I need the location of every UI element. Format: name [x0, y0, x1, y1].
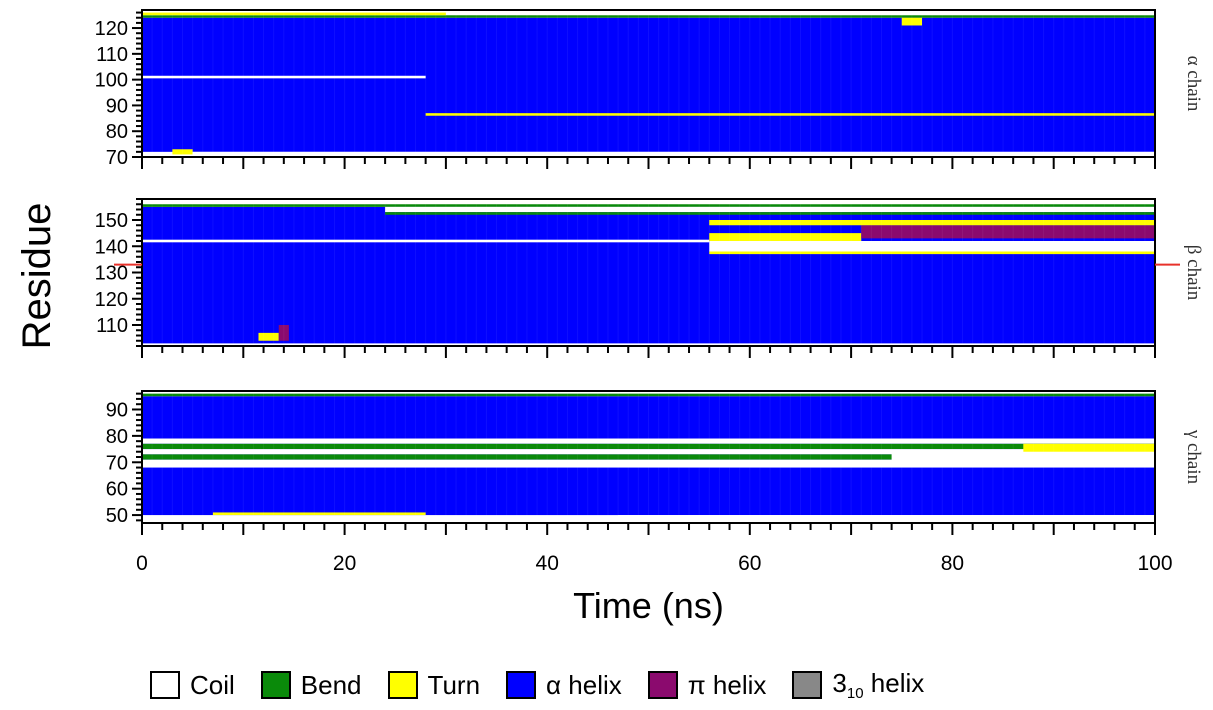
panel-2-region-5 — [142, 454, 1155, 460]
panel-1-region-3 — [385, 212, 1155, 215]
panel-2-region-2 — [142, 438, 1155, 444]
legend-item-coil: Coil — [150, 670, 235, 701]
panel-2-region-1 — [142, 393, 1155, 397]
panel-2-region-7 — [891, 451, 1155, 465]
panel-1-y-tick-label: 140 — [95, 236, 128, 258]
panel-1-y-tick-label: 120 — [95, 289, 128, 311]
panel-1-region-1 — [142, 204, 1155, 207]
y-axis-label: Residue — [15, 203, 59, 350]
panel-2-y-tick-label: 80 — [106, 426, 128, 448]
legend-label-turn: Turn — [427, 669, 481, 700]
panel-1-region-11 — [278, 325, 289, 341]
panel-2-y-tick-label: 60 — [106, 479, 128, 501]
panel-2-region-8 — [1023, 443, 1155, 452]
legend-label-bend: Bend — [300, 669, 362, 700]
legend-swatch-coil — [150, 671, 180, 699]
x-tick-label: 100 — [1137, 552, 1172, 575]
panel-0-y-tick-label: 80 — [106, 121, 128, 143]
legend-item-pi-helix: π helix — [647, 669, 767, 701]
panel-0-y-tick-label: 70 — [106, 147, 128, 169]
x-tick-label: 20 — [333, 552, 356, 575]
x-tick-label: 40 — [536, 552, 559, 575]
panel-1-y-tick-label: 150 — [95, 210, 128, 232]
panel-1-region-2 — [385, 206, 1155, 213]
panel-2-region-9 — [212, 512, 426, 516]
panel-0-region-8 — [192, 151, 1155, 157]
panel-0-region-4 — [901, 17, 923, 26]
panel-1-region-5 — [709, 241, 1155, 252]
panel-2-chain-label: γ chain — [1183, 429, 1204, 485]
panel-0-region-1 — [142, 15, 1155, 18]
panel-2-region-6 — [142, 459, 1155, 468]
panel-0-chain-label: α chain — [1183, 56, 1204, 112]
panel-1-region-8 — [861, 225, 1155, 239]
legend-swatch-turn — [387, 671, 418, 699]
panel-1-region-9 — [709, 220, 1155, 226]
panel-0-y-tick-label: 100 — [95, 70, 128, 92]
legend-label-310-main: 3 — [832, 667, 847, 698]
ss-timeline-chart: 70 80 90 100 110 120 α chain 110 120 130 140 150 β c… — [15, 9, 1204, 626]
legend-label-310-helix: 310 helix — [832, 668, 924, 702]
legend-label-alpha-helix: α helix — [546, 669, 622, 700]
panel-0-y-tick-label: 110 — [96, 44, 128, 66]
panel-2-region-3 — [142, 443, 1155, 450]
panel-1-y-tick-label: 130 — [95, 263, 128, 285]
legend: Coil Bend Turn α helix π helix 310 helix — [150, 660, 924, 710]
panel-0-region-0 — [142, 17, 1155, 152]
panel-1-region-4 — [142, 239, 710, 243]
x-tick-label: 80 — [941, 552, 964, 575]
panel-2-region-4 — [142, 449, 1155, 455]
panel-1-region-6 — [709, 251, 1155, 255]
legend-label-310-sub: 10 — [846, 685, 864, 703]
legend-item-310-helix: 310 helix — [792, 668, 924, 702]
panel-2-region-10 — [618, 515, 1155, 521]
legend-swatch-310-helix — [792, 671, 823, 699]
legend-label-coil: Coil — [190, 669, 235, 700]
panel-0-region-7 — [172, 149, 193, 155]
x-tick-label: 60 — [738, 552, 761, 575]
legend-swatch-bend — [260, 671, 291, 699]
panel-2-y-tick-label: 90 — [106, 399, 128, 421]
panel-1-chain-label: β chain — [1183, 245, 1204, 301]
panel-1-y-tick-label: 110 — [96, 315, 128, 337]
panel-0-y-tick-label: 90 — [106, 95, 128, 117]
panel-0-region-2 — [142, 10, 1155, 16]
legend-swatch-alpha-helix — [506, 671, 537, 699]
panel-2-y-tick-label: 50 — [106, 505, 128, 527]
panel-0-region-6 — [425, 113, 1155, 116]
panel-1-region-10 — [258, 332, 279, 341]
legend-swatch-pi-helix — [647, 671, 678, 699]
panel-0-region-5 — [142, 75, 426, 79]
panel-2-y-tick-label: 70 — [106, 452, 128, 474]
legend-item-turn: Turn — [387, 669, 481, 701]
x-tick-label: 0 — [136, 552, 148, 575]
panel-0-region-3 — [142, 12, 446, 16]
legend-label-pi-helix: π helix — [687, 669, 767, 700]
legend-label-310-tail: helix — [863, 667, 925, 698]
legend-item-bend: Bend — [260, 669, 362, 701]
panel-1-region-7 — [709, 233, 862, 241]
panel-0-y-tick-label: 120 — [95, 18, 128, 40]
x-axis-label: Time (ns) — [573, 585, 724, 626]
legend-item-alpha-helix: α helix — [506, 670, 622, 701]
